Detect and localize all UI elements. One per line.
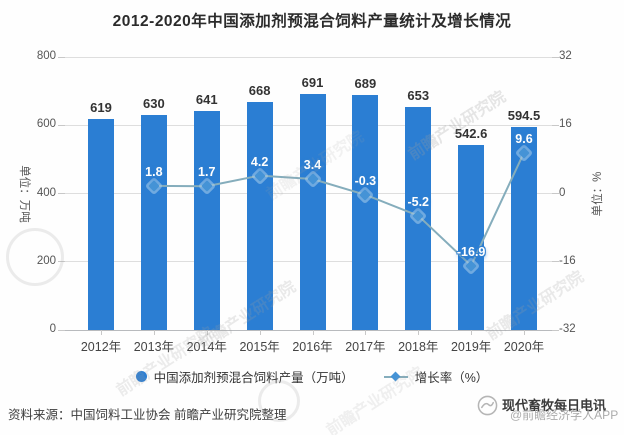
bar-value-label: 668 — [248, 83, 271, 99]
x-axis-label: 2013年 — [133, 340, 175, 354]
outlet-logo-icon — [477, 395, 498, 416]
legend-item-production: 中国添加剂预混合饲料产量（万吨） — [135, 367, 354, 386]
x-axis-tick — [524, 330, 525, 335]
bar-2012年 — [88, 118, 114, 330]
legend-label-growth: 增长率（%） — [414, 370, 489, 385]
right-axis-tick — [552, 56, 559, 58]
bar-value-label: 641 — [195, 92, 218, 108]
left-axis-tick-label: 800 — [36, 50, 56, 62]
bar-value-label: 689 — [354, 75, 377, 91]
x-axis-tick — [471, 330, 473, 335]
bar-2014年 — [193, 111, 220, 330]
x-axis-tick — [153, 330, 155, 335]
bar-value-label: 691 — [301, 75, 324, 91]
x-axis-label: 2014年 — [186, 340, 227, 354]
line-point-label: -0.3 — [354, 173, 377, 188]
growth-line — [153, 152, 525, 267]
bar-2013年 — [140, 115, 167, 330]
x-axis-label: 2016年 — [292, 340, 333, 354]
right-axis-tick-label: 0 — [559, 186, 566, 199]
x-axis-label: 2018年 — [398, 340, 439, 354]
plot-area: 1.8 1.7 4.2 3.4 -0.3 -5.2 -16.9 9.6 619 630 641 66… — [65, 56, 552, 331]
x-axis-label: 2015年 — [239, 340, 280, 354]
left-axis-tick — [58, 56, 65, 58]
line-point-label: 1.8 — [145, 164, 163, 179]
bar-value-label: 630 — [143, 96, 165, 111]
x-axis-label: 2020年 — [503, 340, 545, 354]
right-axis-tick-label: -32 — [559, 323, 576, 335]
left-axis-tick-label: 0 — [49, 323, 56, 335]
bar-value-label: 653 — [407, 88, 430, 104]
x-axis-tick — [312, 330, 314, 335]
bar-2015年 — [246, 102, 273, 330]
watermark-text: 前瞻产业研究院 — [113, 324, 217, 400]
bar-series-legend-icon — [135, 370, 147, 382]
app-watermark-text: @前瞻经济学人APP — [510, 408, 619, 422]
legend-item-growth: 增长率（%） — [383, 367, 489, 386]
bar-2020年 — [511, 127, 537, 330]
x-axis-tick — [418, 330, 420, 335]
legend: 中国添加剂预混合饲料产量（万吨） 增长率（%） — [0, 366, 624, 386]
left-axis-tick — [58, 193, 65, 194]
left-axis-tick — [58, 124, 65, 126]
legend-label-production: 中国添加剂预混合饲料产量（万吨） — [153, 370, 354, 385]
x-axis-tick — [101, 330, 102, 335]
x-axis-tick — [206, 330, 208, 335]
line-point-label: 9.6 — [515, 131, 533, 146]
outlet-name: 现代畜牧每日电讯 — [502, 398, 607, 413]
brand-area: 现代畜牧每日电讯 @前瞻经济学人APP — [477, 392, 624, 432]
bar-value-label: 619 — [90, 99, 112, 115]
line-point-label: 1.7 — [198, 165, 216, 180]
bar-2019年 — [458, 144, 485, 330]
left-axis-tick-label: 400 — [36, 186, 56, 199]
chart-title: 2012-2020年中国添加剂预混合饲料产量统计及增长情况 — [112, 13, 512, 30]
line-point-label: -16.9 — [456, 244, 486, 259]
x-axis-label: 2019年 — [450, 340, 492, 354]
gridline — [65, 56, 552, 58]
line-point-label: 3.4 — [303, 157, 322, 172]
right-axis-tick — [552, 261, 559, 263]
bar-value-label: 542.6 — [454, 125, 488, 141]
bar-2016年 — [299, 94, 326, 330]
x-axis-label: 2017年 — [345, 340, 386, 354]
right-axis-tick — [552, 329, 559, 331]
line-point-label: -5.2 — [407, 194, 430, 209]
left-axis-tick-label: 200 — [36, 254, 56, 267]
source-note: 资料来源：中国饲料工业协会 前瞻产业研究院整理 — [8, 408, 287, 422]
left-axis-tick — [58, 261, 65, 263]
line-series-legend-icon — [383, 371, 408, 381]
x-axis-label: 2012年 — [80, 340, 122, 354]
bar-value-label: 594.5 — [507, 108, 541, 124]
line-point-label: 4.2 — [250, 154, 269, 169]
bar-2017年 — [352, 94, 379, 330]
left-axis-tick — [58, 329, 65, 331]
left-axis-tick-label: 600 — [36, 118, 56, 131]
gridline — [65, 329, 552, 331]
right-axis-tick — [552, 193, 559, 194]
x-axis-tick — [259, 330, 261, 335]
right-axis-tick — [552, 124, 559, 126]
x-axis-tick — [365, 330, 367, 335]
right-axis-tick-label: 32 — [559, 50, 572, 62]
right-axis-tick-label: -16 — [559, 254, 576, 267]
right-axis-tick-label: 16 — [559, 118, 572, 131]
